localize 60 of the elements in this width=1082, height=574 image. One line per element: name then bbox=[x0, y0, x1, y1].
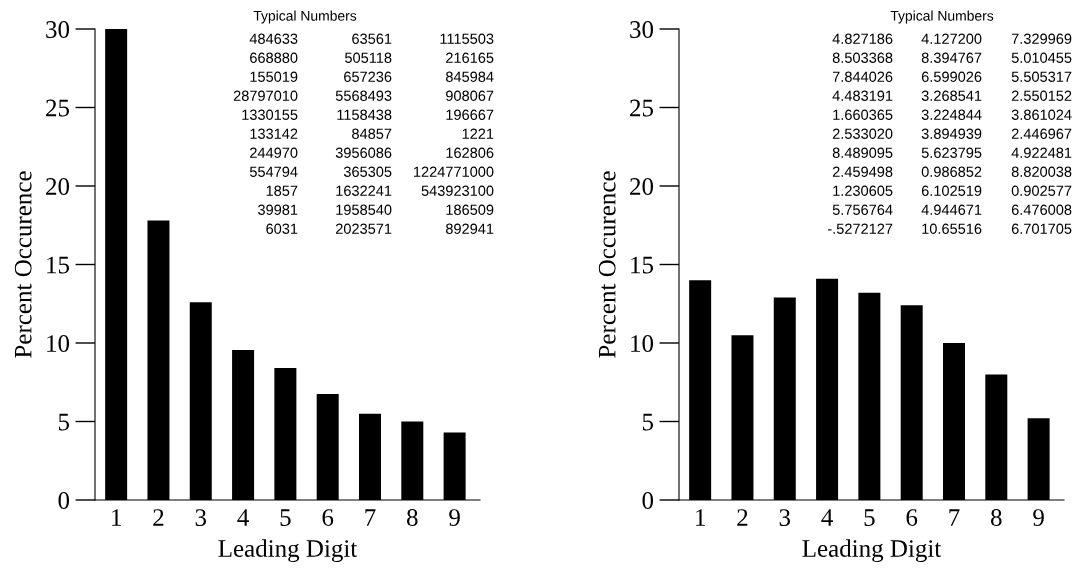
text: -.5272127 10.65516 6.701705 bbox=[827, 223, 1072, 234]
y-tick-label: 20 bbox=[46, 178, 70, 195]
text: 668880 505118 216165 bbox=[250, 52, 494, 63]
text: 1857 1632241 543923100 bbox=[266, 185, 494, 196]
y-tick-label: 25 bbox=[46, 99, 70, 117]
x-tick-label: 4 bbox=[821, 509, 833, 526]
x-tick-label: 5 bbox=[280, 509, 291, 526]
text: 484633 63561 1115503 bbox=[249, 33, 494, 44]
x-tick-label: 3 bbox=[779, 509, 791, 526]
y-axis-title: Percent Occurence bbox=[14, 171, 32, 358]
y-tick-label: 10 bbox=[631, 335, 654, 352]
y-tick-label: 30 bbox=[46, 21, 70, 38]
x-axis-title: Leading Digit bbox=[802, 539, 942, 563]
text: 4.483191 3.268541 2.550152 bbox=[832, 90, 1072, 101]
x-tick-label: 8 bbox=[991, 509, 1002, 526]
text: 155019 657236 845984 bbox=[250, 71, 494, 82]
text: Typical Numbers bbox=[253, 10, 357, 24]
y-axis-title: Percent Occurence bbox=[598, 171, 616, 358]
y-tick-label: 15 bbox=[47, 256, 70, 274]
x-tick-label: 3 bbox=[195, 509, 207, 526]
text: Typical Numbers bbox=[890, 10, 994, 24]
text: 7.844026 6.599026 5.505317 bbox=[832, 71, 1072, 82]
x-tick-label: 1 bbox=[696, 509, 705, 526]
y-tick-label: 0 bbox=[58, 492, 70, 509]
text: 1330155 1158438 196667 bbox=[242, 109, 494, 120]
x-tick-label: 1 bbox=[112, 509, 121, 526]
x-tick-label: 7 bbox=[365, 509, 376, 526]
x-tick-label: 6 bbox=[322, 509, 334, 526]
text: 133142 84857 1221 bbox=[250, 128, 494, 139]
text: 2.533020 3.894939 2.446967 bbox=[832, 128, 1072, 139]
y-tick-label: 5 bbox=[642, 413, 654, 431]
text: 6031 2023571 892941 bbox=[266, 223, 494, 234]
x-tick-label: 9 bbox=[1033, 509, 1044, 526]
y-tick-label: 0 bbox=[642, 492, 654, 509]
x-tick-label: 6 bbox=[906, 509, 918, 526]
text: 28797010 5568493 908067 bbox=[233, 90, 494, 101]
text: 1.230605 6.102519 0.902577 bbox=[833, 185, 1072, 196]
x-tick-label: 4 bbox=[237, 509, 249, 526]
x-axis-title: Leading Digit bbox=[218, 539, 358, 563]
x-tick-label: 2 bbox=[153, 509, 164, 526]
text: 2.459498 0.986852 8.820038 bbox=[832, 166, 1072, 177]
text: 4.827186 4.127200 7.329969 bbox=[832, 33, 1072, 44]
text: 554794 365305 1224771000 bbox=[249, 166, 494, 177]
y-tick-label: 30 bbox=[630, 21, 654, 38]
x-tick-label: 8 bbox=[407, 509, 418, 526]
text: 8.503368 8.394767 5.010455 bbox=[832, 52, 1072, 63]
text: 8.489095 5.623795 4.922481 bbox=[832, 147, 1072, 158]
x-tick-label: 7 bbox=[949, 509, 960, 526]
y-tick-label: 5 bbox=[58, 413, 70, 431]
text: 5.756764 4.944671 6.476008 bbox=[832, 204, 1072, 215]
text: 1.660365 3.224844 3.861024 bbox=[833, 109, 1072, 120]
y-tick-label: 25 bbox=[630, 99, 654, 117]
x-tick-label: 9 bbox=[449, 509, 460, 526]
text: 244970 3956086 162806 bbox=[250, 147, 494, 158]
text: 39981 1958540 186509 bbox=[258, 204, 494, 215]
x-tick-label: 5 bbox=[864, 509, 875, 526]
x-tick-label: 2 bbox=[737, 509, 748, 526]
y-tick-label: 20 bbox=[630, 178, 654, 195]
y-tick-label: 15 bbox=[631, 256, 654, 274]
y-tick-label: 10 bbox=[47, 335, 70, 352]
